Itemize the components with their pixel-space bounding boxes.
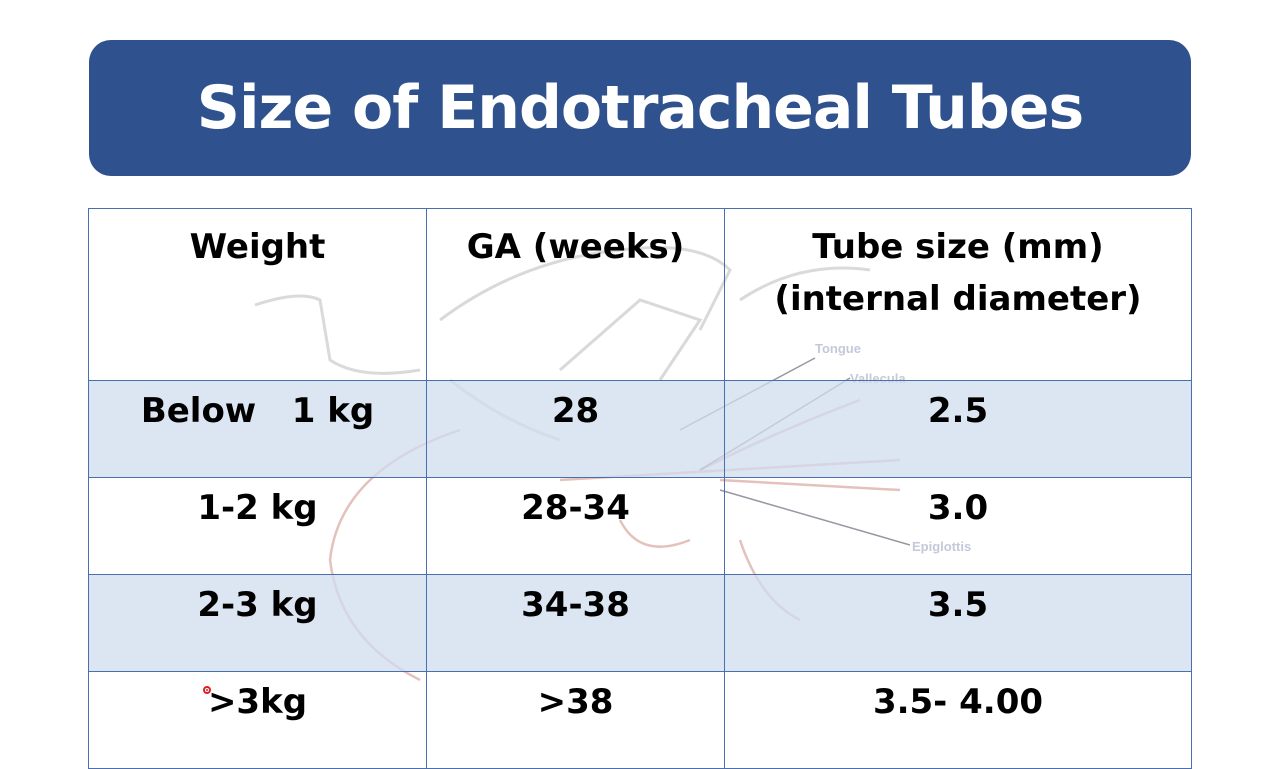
cell-tube-size: 3.5- 4.00 — [724, 671, 1192, 769]
cell-weight: Below 1 kg — [88, 380, 427, 478]
cell-tube-size: 3.0 — [724, 477, 1192, 575]
cell-ga: 28-34 — [426, 477, 725, 575]
pointer-cursor-icon — [203, 686, 211, 694]
cell-weight: 1-2 kg — [88, 477, 427, 575]
table-row: 1-2 kg 28-34 3.0 — [88, 477, 1192, 575]
table-row: 2-3 kg 34-38 3.5 — [88, 574, 1192, 672]
table-row: Below 1 kg 28 2.5 — [88, 380, 1192, 478]
header-weight: Weight — [88, 208, 427, 381]
table-header-row: Weight GA (weeks) Tube size (mm) (interna… — [88, 208, 1192, 381]
cell-weight: 2-3 kg — [88, 574, 427, 672]
header-ga: GA (weeks) — [426, 208, 725, 381]
header-tube-size-line1: Tube size (mm) — [812, 227, 1104, 267]
table-row: >3kg >38 3.5- 4.00 — [88, 671, 1192, 769]
cell-tube-size: 2.5 — [724, 380, 1192, 478]
header-tube-size: Tube size (mm) (internal diameter) — [724, 208, 1192, 381]
page-title: Size of Endotracheal Tubes — [196, 73, 1084, 143]
cell-ga: 34-38 — [426, 574, 725, 672]
cell-weight: >3kg — [88, 671, 427, 769]
tube-size-table: Weight GA (weeks) Tube size (mm) (interna… — [88, 208, 1192, 769]
header-tube-size-line2: (internal diameter) — [774, 279, 1142, 319]
cell-tube-size: 3.5 — [724, 574, 1192, 672]
cell-ga: >38 — [426, 671, 725, 769]
title-banner: Size of Endotracheal Tubes — [89, 40, 1191, 176]
cell-ga: 28 — [426, 380, 725, 478]
